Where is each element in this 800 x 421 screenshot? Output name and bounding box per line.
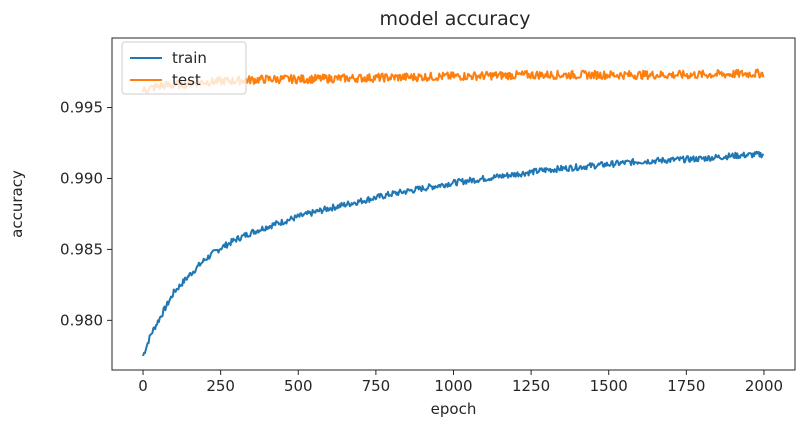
y-axis-label: accuracy [8, 170, 26, 238]
x-axis-label: epoch [431, 400, 477, 418]
x-tick-label: 250 [206, 377, 235, 395]
legend: train test [121, 41, 247, 95]
series-layer [142, 68, 765, 357]
x-tick-label: 500 [284, 377, 313, 395]
x-tick-label: 750 [362, 377, 391, 395]
x-tick-label: 0 [138, 377, 148, 395]
x-tick-label: 1750 [667, 377, 705, 395]
x-axis: 0 250 500 750 1000 1250 1500 1750 2000 [138, 370, 783, 395]
y-tick-label: 0.990 [60, 169, 103, 187]
x-tick-label: 1500 [590, 377, 628, 395]
legend-label-train: train [172, 49, 207, 67]
y-axis: 0.980 0.985 0.990 0.995 [60, 99, 112, 329]
series-line-train [142, 150, 765, 357]
legend-label-test: test [172, 71, 201, 89]
y-tick-label: 0.980 [60, 311, 103, 329]
x-tick-label: 1250 [512, 377, 550, 395]
y-tick-label: 0.985 [60, 240, 103, 258]
x-tick-label: 1000 [434, 377, 472, 395]
y-tick-label: 0.995 [60, 99, 103, 117]
chart-title: model accuracy [380, 8, 531, 30]
x-tick-label: 2000 [745, 377, 783, 395]
